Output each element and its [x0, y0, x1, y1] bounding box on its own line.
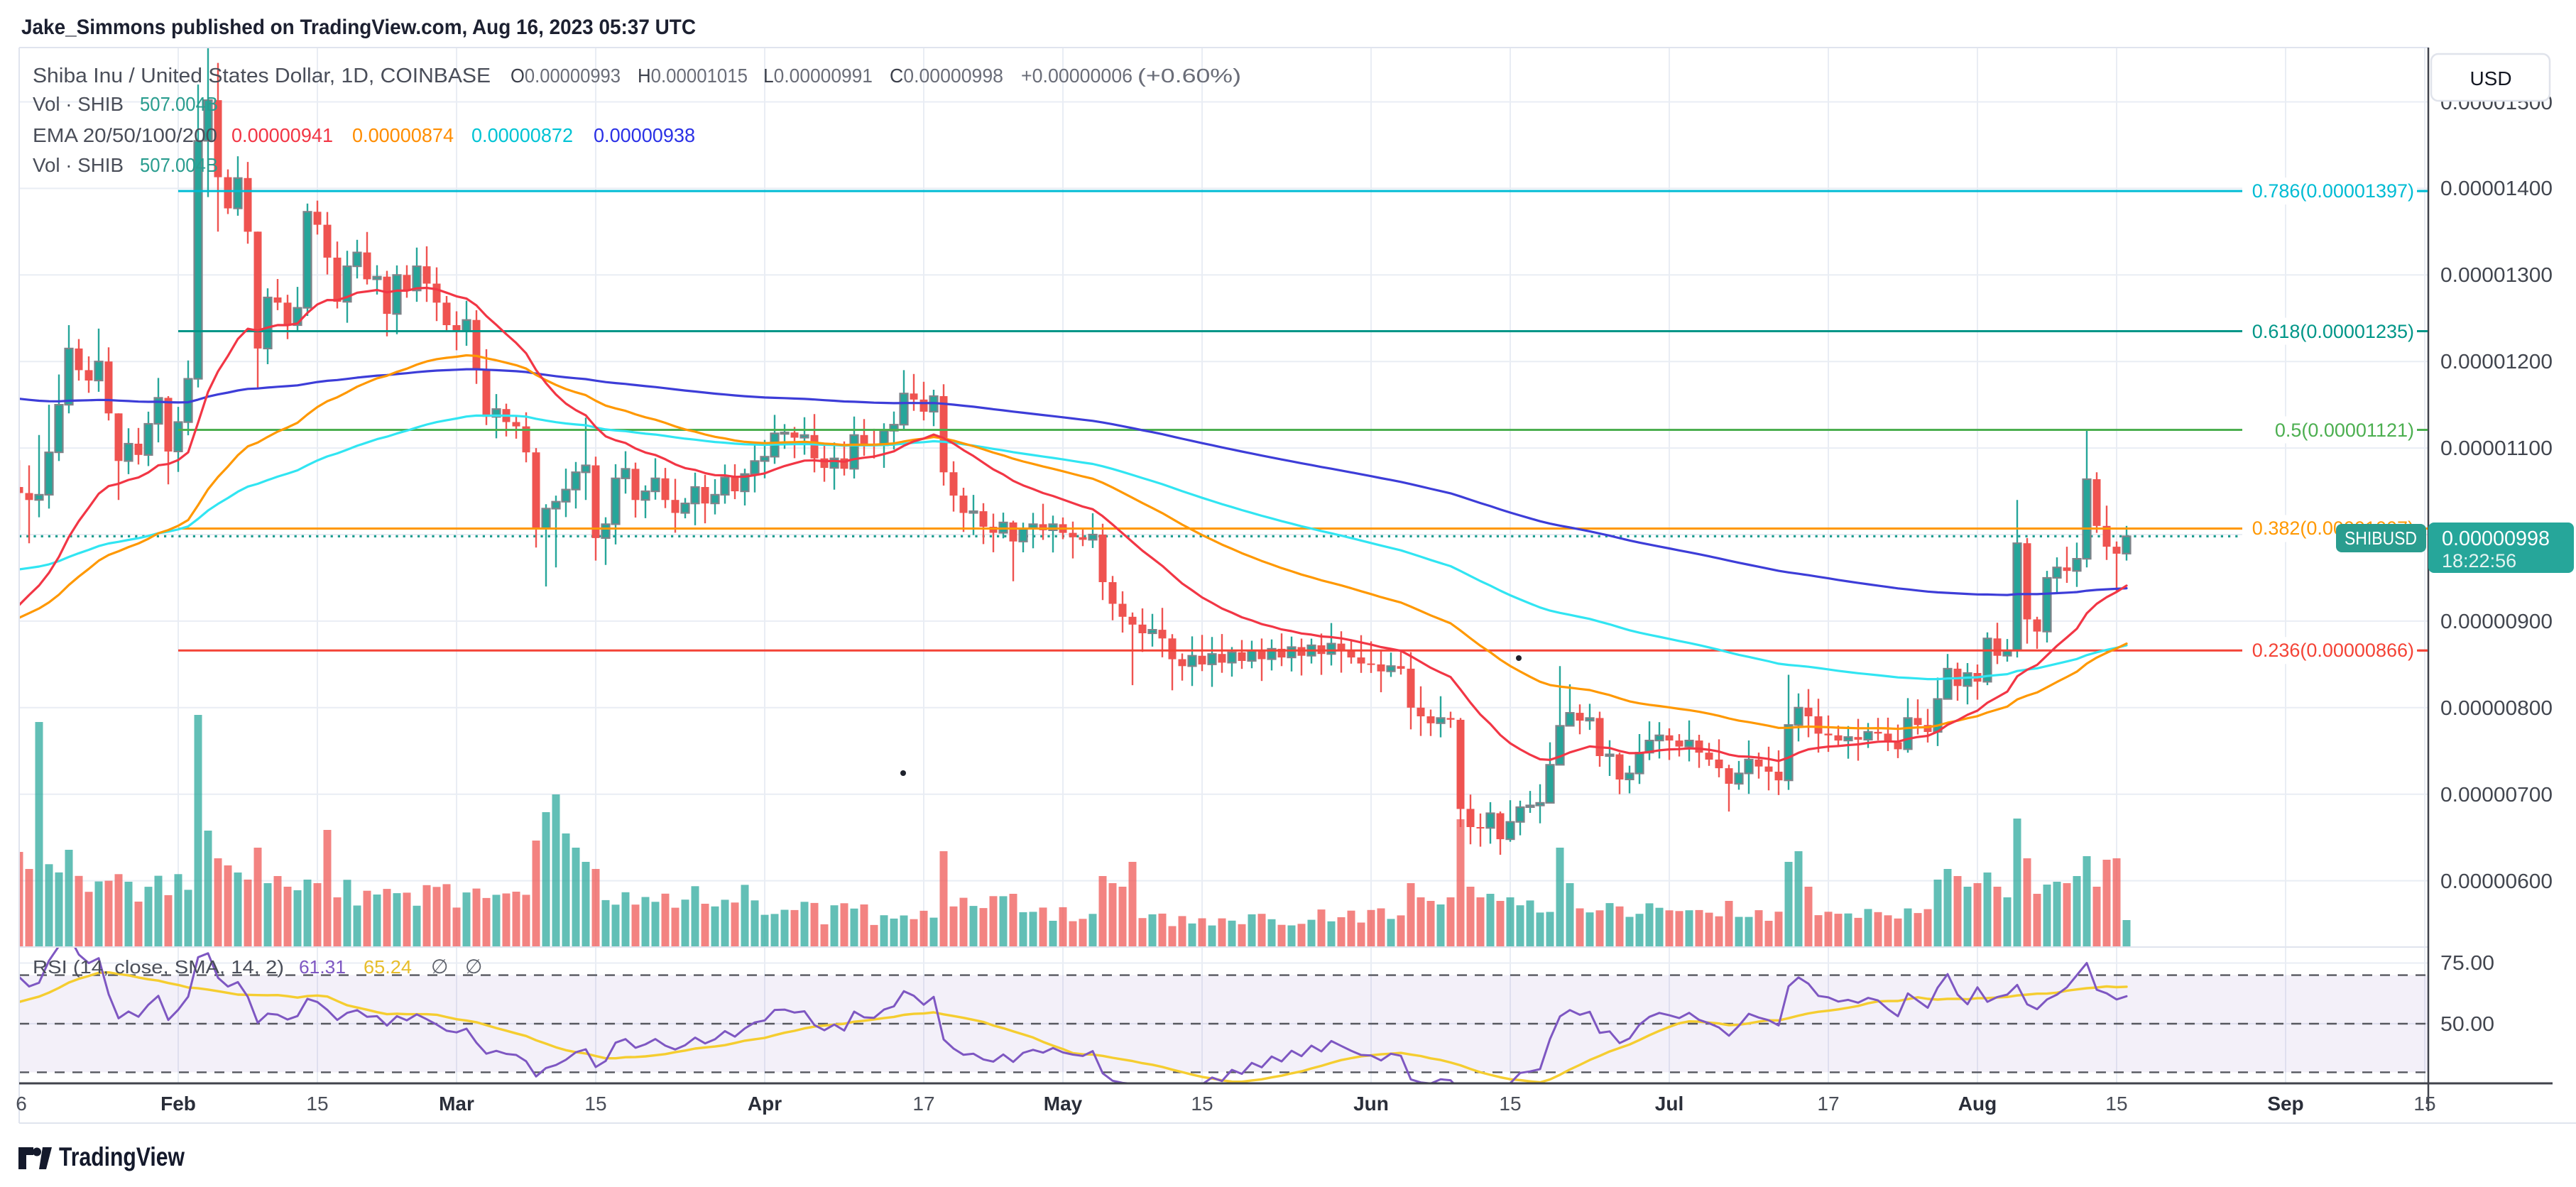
svg-text:15: 15 — [1191, 1093, 1213, 1115]
svg-text:0.00001300: 0.00001300 — [2440, 264, 2553, 287]
svg-text:0.00001200: 0.00001200 — [2440, 351, 2553, 373]
svg-text:USD: USD — [2469, 67, 2511, 89]
svg-text:Jun: Jun — [1353, 1093, 1389, 1115]
svg-text:H0.00001015: H0.00001015 — [638, 65, 748, 87]
svg-text:Mar: Mar — [439, 1093, 474, 1115]
svg-text:Feb: Feb — [160, 1093, 196, 1115]
svg-text:Jake_Simmons published on Trad: Jake_Simmons published on TradingView.co… — [21, 16, 696, 39]
svg-text:15: 15 — [2413, 1093, 2435, 1115]
svg-text:6: 6 — [16, 1093, 27, 1115]
svg-text:O0.00000993: O0.00000993 — [511, 65, 621, 87]
svg-text:EMA 20/50/100/200: EMA 20/50/100/200 — [33, 124, 217, 146]
svg-text:0.00000938: 0.00000938 — [594, 124, 695, 146]
svg-text:507.004B: 507.004B — [140, 93, 218, 115]
svg-text:50.00: 50.00 — [2440, 1013, 2494, 1036]
svg-text:TradingView: TradingView — [59, 1142, 185, 1171]
svg-text:Vol · SHIB: Vol · SHIB — [33, 93, 124, 115]
svg-text:Shiba Inu / United States Doll: Shiba Inu / United States Dollar, 1D, CO… — [33, 65, 491, 87]
svg-text:0.618(0.00001235): 0.618(0.00001235) — [2252, 321, 2414, 342]
svg-text:15: 15 — [1499, 1093, 1521, 1115]
svg-text:0.5(0.00001121): 0.5(0.00001121) — [2275, 420, 2414, 441]
svg-text:SHIBUSD: SHIBUSD — [2345, 527, 2417, 549]
svg-text:15: 15 — [306, 1093, 328, 1115]
svg-text:(+0.60%): (+0.60%) — [1137, 65, 1241, 87]
svg-text:0.00000900: 0.00000900 — [2440, 611, 2553, 633]
svg-text:0.786(0.00001397): 0.786(0.00001397) — [2252, 180, 2414, 202]
svg-text:∅: ∅ — [431, 956, 448, 978]
svg-text:∅: ∅ — [465, 956, 482, 978]
svg-text:507.004B: 507.004B — [140, 154, 218, 176]
svg-text:0.236(0.00000866): 0.236(0.00000866) — [2252, 640, 2414, 661]
svg-text:0.00000600: 0.00000600 — [2440, 870, 2553, 893]
svg-text:17: 17 — [1817, 1093, 1839, 1115]
svg-text:0.00000874: 0.00000874 — [352, 124, 454, 146]
svg-text:61.31: 61.31 — [299, 956, 346, 978]
svg-text:May: May — [1044, 1093, 1083, 1115]
svg-text:0.00001100: 0.00001100 — [2440, 437, 2553, 460]
svg-text:0.00001400: 0.00001400 — [2440, 177, 2553, 200]
svg-text:75.00: 75.00 — [2440, 952, 2494, 975]
svg-text:C0.00000998: C0.00000998 — [890, 65, 1003, 87]
svg-text:18:22:56: 18:22:56 — [2442, 550, 2516, 571]
svg-text:Sep: Sep — [2267, 1093, 2303, 1115]
svg-text:L0.00000991: L0.00000991 — [763, 65, 873, 87]
svg-text:RSI (14, close, SMA, 14, 2): RSI (14, close, SMA, 14, 2) — [33, 956, 284, 978]
svg-text:0.00000800: 0.00000800 — [2440, 697, 2553, 720]
svg-text:Vol · SHIB: Vol · SHIB — [33, 154, 124, 176]
svg-text:0.00000872: 0.00000872 — [471, 124, 573, 146]
svg-text:65.24: 65.24 — [364, 956, 412, 978]
svg-text:15: 15 — [2105, 1093, 2127, 1115]
svg-text:17: 17 — [912, 1093, 934, 1115]
svg-text:Aug: Aug — [1958, 1093, 1997, 1115]
svg-text:15: 15 — [584, 1093, 606, 1115]
svg-text:0.00000941: 0.00000941 — [231, 124, 333, 146]
svg-text:0.00000998: 0.00000998 — [2442, 527, 2550, 550]
svg-text:+0.00000006: +0.00000006 — [1021, 65, 1133, 87]
svg-text:0.00000700: 0.00000700 — [2440, 784, 2553, 806]
svg-text:Apr: Apr — [748, 1093, 782, 1115]
svg-text:Jul: Jul — [1655, 1093, 1683, 1115]
